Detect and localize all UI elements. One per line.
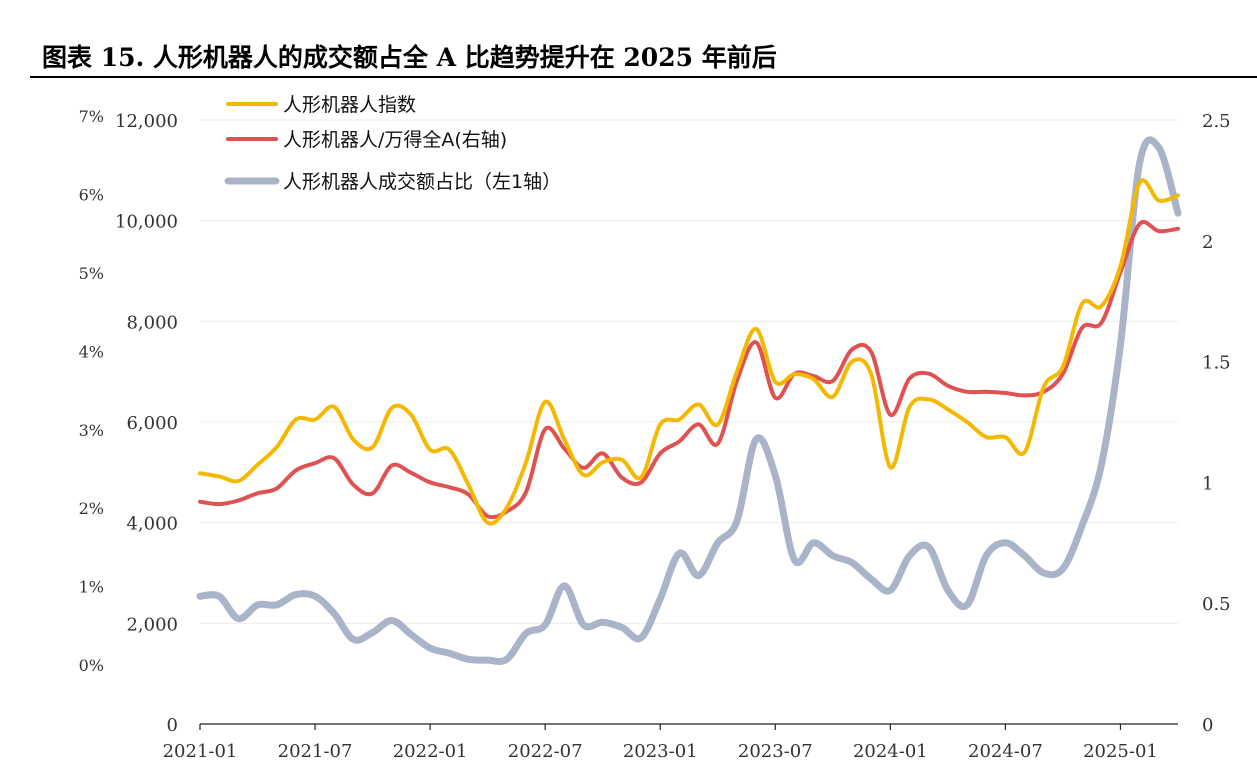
right-tick-label: 2: [1202, 232, 1213, 253]
x-tick-label: 2022-07: [508, 741, 583, 762]
left-inner-tick-label: 12,000: [115, 111, 178, 132]
left-outer-tick-label: 1%: [79, 578, 104, 597]
left-inner-tick-label: 10,000: [115, 212, 178, 233]
left-outer-tick-label: 0%: [79, 656, 104, 675]
right-tick-label: 1: [1202, 473, 1213, 494]
right-tick-label: 0: [1202, 715, 1213, 736]
x-tick-label: 2024-07: [968, 741, 1043, 762]
title-underline: [30, 76, 1257, 78]
x-tick-label: 2025-01: [1083, 741, 1158, 762]
series-line-0: [198, 178, 1180, 526]
x-tick-label: 2023-01: [623, 741, 698, 762]
legend-label: 人形机器人/万得全A(右轴): [283, 129, 507, 151]
left-inner-tick-label: 6,000: [126, 413, 178, 434]
x-tick-label: 2021-07: [278, 741, 353, 762]
right-tick-label: 1.5: [1202, 353, 1231, 374]
series-lines: [196, 136, 1182, 665]
x-tick-label: 2021-01: [163, 741, 238, 762]
x-tick-label: 2023-07: [738, 741, 813, 762]
legend-label: 人形机器人成交额占比（左1轴）: [283, 171, 561, 193]
left-outer-tick-label: 2%: [79, 499, 104, 518]
left-outer-tick-label: 5%: [79, 264, 104, 283]
left-outer-tick-label: 4%: [79, 342, 104, 361]
right-tick-label: 0.5: [1202, 594, 1231, 615]
left-inner-tick-label: 8,000: [126, 312, 178, 333]
left-inner-tick-label: 4,000: [126, 514, 178, 535]
series-line-2: [196, 136, 1182, 665]
right-tick-label: 2.5: [1202, 111, 1231, 132]
axes: 0 2,000 4,000 6,000 8,000 10,000 12,000 0% 1% 2% 3…: [79, 107, 1231, 762]
chart-title: 图表 15. 人形机器人的成交额占全 A 比趋势提升在 2025 年前后: [42, 43, 777, 72]
left-outer-tick-label: 7%: [79, 107, 104, 126]
grid-lines: [200, 119, 1178, 624]
series-line-1: [198, 220, 1180, 520]
left-outer-tick-label: 3%: [79, 421, 104, 440]
legend-label: 人形机器人指数: [283, 94, 416, 116]
x-tick-label: 2024-01: [853, 741, 928, 762]
x-tick-label: 2022-01: [393, 741, 468, 762]
left-inner-tick-label: 0: [167, 715, 178, 736]
left-inner-tick-label: 2,000: [126, 614, 178, 635]
left-outer-tick-label: 6%: [79, 186, 104, 205]
